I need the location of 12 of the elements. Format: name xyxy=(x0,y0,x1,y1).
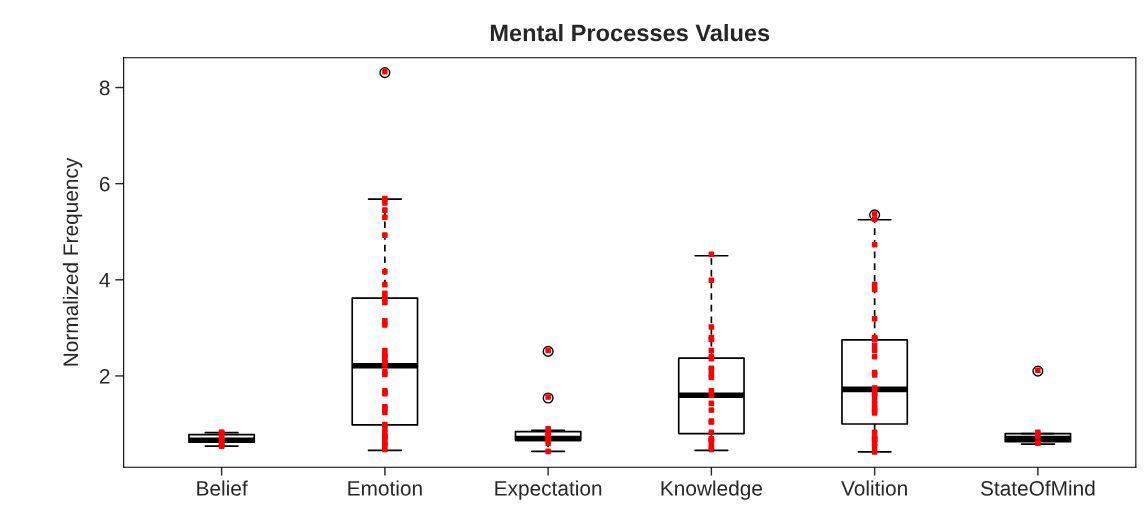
x-tick-label: Volition xyxy=(841,480,907,496)
x-tick-label: Emotion xyxy=(348,480,422,496)
x-tick-label: StateOfMind xyxy=(980,480,1095,496)
y-tick-label: 4 xyxy=(99,273,110,288)
y-axis-title: Normalized Frequency xyxy=(62,157,83,366)
y-tick-label: 8 xyxy=(99,80,110,96)
x-tick-label: Knowledge xyxy=(661,480,762,500)
chart-title: Mental Processes Values xyxy=(490,23,770,42)
x-tick-label: Belief xyxy=(197,480,248,496)
x-tick-label: Expectation xyxy=(495,480,602,500)
y-tick-label: 6 xyxy=(99,176,110,192)
y-tick-label: 2 xyxy=(99,368,110,384)
